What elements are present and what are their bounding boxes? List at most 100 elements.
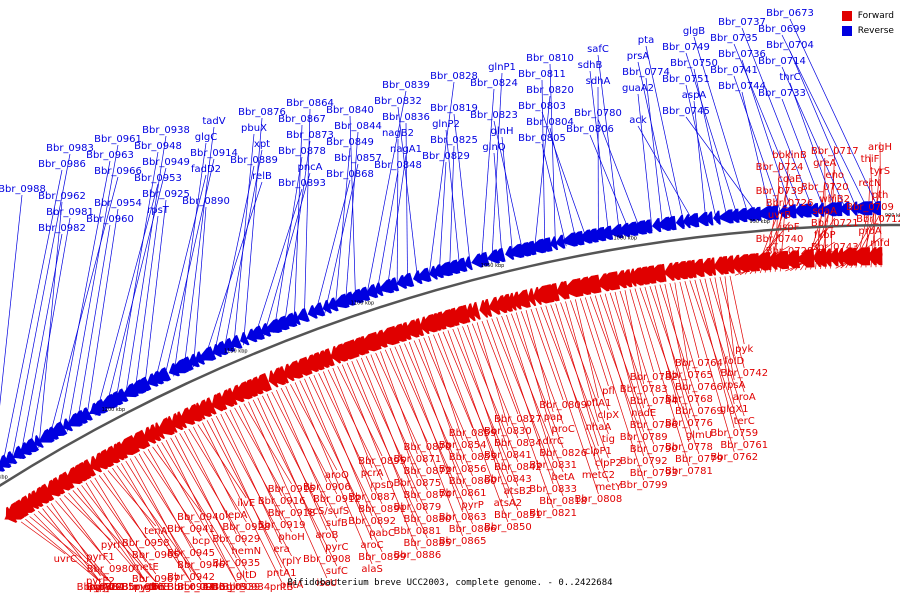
reverse-gene-label[interactable]: relB (252, 171, 272, 182)
forward-gene-label[interactable]: Bbr_0743 (811, 242, 859, 253)
forward-gene-label[interactable]: folD (724, 356, 744, 367)
forward-gene-label[interactable]: betA (552, 472, 575, 483)
reverse-gene-feature[interactable] (807, 202, 819, 218)
forward-gene-label[interactable]: atsB2 (504, 486, 532, 497)
reverse-gene-label[interactable]: Bbr_0836 (382, 112, 430, 123)
forward-gene-label[interactable]: Bbr_0850 (484, 522, 532, 533)
reverse-gene-label[interactable]: aspA (682, 90, 707, 101)
reverse-gene-label[interactable]: Bbr_0925 (142, 189, 190, 200)
forward-gene-label[interactable]: pyk (735, 344, 753, 355)
reverse-gene-feature[interactable] (37, 428, 55, 443)
forward-gene-label[interactable]: era (273, 544, 289, 555)
reverse-gene-label[interactable]: glnQ (482, 142, 505, 153)
reverse-gene-feature[interactable] (549, 236, 559, 251)
reverse-gene-label[interactable]: fadD2 (191, 164, 221, 175)
forward-gene-label[interactable]: nadD (857, 250, 884, 261)
reverse-gene-feature[interactable] (239, 331, 250, 346)
forward-gene-label[interactable]: Bbr_0762 (710, 452, 758, 463)
reverse-gene-label[interactable]: pta (638, 35, 654, 46)
forward-gene-label[interactable]: pyrD1 (95, 582, 125, 593)
reverse-gene-label[interactable]: Bbr_0780 (574, 108, 622, 119)
forward-gene-label[interactable]: Bbr_0934 (222, 582, 270, 593)
forward-gene-label[interactable]: Bbr_0783 (620, 384, 668, 395)
forward-gene-label[interactable]: Bbr_0854 (439, 440, 487, 451)
reverse-gene-label[interactable]: Bbr_0704 (766, 40, 814, 51)
forward-gene-label[interactable]: pyrC (99, 582, 122, 593)
forward-gene-label[interactable]: Bbr_0761 (720, 440, 768, 451)
reverse-gene-label[interactable]: Bbr_0988 (0, 184, 46, 195)
forward-gene-feature[interactable] (479, 299, 489, 318)
forward-gene-feature[interactable] (835, 247, 844, 267)
forward-gene-label[interactable]: Bbr_0764 (675, 358, 723, 369)
reverse-gene-label[interactable]: Bbr_0844 (334, 121, 382, 132)
forward-gene-label[interactable]: Bbr_0739 (756, 186, 804, 197)
forward-gene-label[interactable]: proA (858, 226, 881, 237)
forward-gene-label[interactable]: Bbr_0984 (77, 582, 125, 593)
forward-gene-label[interactable]: Bbr_0856 (439, 464, 487, 475)
reverse-gene-feature[interactable] (5, 450, 18, 465)
forward-gene-label[interactable]: Bbr_0717 (811, 146, 859, 157)
forward-gene-feature[interactable] (713, 256, 724, 275)
forward-gene-label[interactable]: metE (133, 562, 159, 573)
forward-gene-label[interactable]: rpsD (370, 480, 394, 491)
reverse-gene-label[interactable]: nagA1 (390, 144, 422, 155)
reverse-gene-feature[interactable] (12, 445, 27, 460)
reverse-gene-feature[interactable] (819, 202, 837, 217)
reverse-gene-label[interactable]: Bbr_0699 (758, 24, 806, 35)
forward-gene-label[interactable]: Bbr_0781 (665, 466, 713, 477)
reverse-gene-label[interactable]: sdhB (578, 60, 603, 71)
forward-gene-feature[interactable] (822, 248, 832, 267)
reverse-gene-label[interactable]: tadV (202, 116, 225, 127)
forward-gene-label[interactable]: Bbr_0912 (313, 494, 361, 505)
forward-gene-label[interactable]: Bbr_0827 (494, 414, 542, 425)
forward-gene-feature[interactable] (470, 301, 481, 320)
forward-gene-label[interactable]: Bbr_0863 (439, 512, 487, 523)
forward-gene-label[interactable]: Bbr_0851 (494, 510, 542, 521)
reverse-gene-feature[interactable] (713, 210, 721, 225)
reverse-gene-feature[interactable] (66, 412, 83, 427)
reverse-gene-label[interactable]: Bbr_0733 (758, 88, 806, 99)
forward-gene-label[interactable]: nhaA (586, 422, 612, 433)
forward-gene-label[interactable]: pyrE2 (86, 576, 115, 587)
forward-gene-label[interactable]: ispF (779, 222, 799, 233)
forward-gene-feature[interactable] (796, 249, 811, 268)
reverse-gene-label[interactable]: Bbr_0857 (334, 153, 382, 164)
forward-gene-label[interactable]: Bbr_0928 (222, 522, 270, 533)
forward-gene-feature[interactable] (596, 273, 610, 292)
reverse-gene-feature[interactable] (0, 454, 12, 468)
reverse-gene-feature[interactable] (866, 201, 882, 216)
reverse-gene-feature[interactable] (728, 208, 740, 223)
reverse-gene-label[interactable]: Bbr_0737 (718, 17, 766, 28)
reverse-gene-label[interactable]: Bbr_0745 (662, 106, 710, 117)
reverse-gene-label[interactable]: Bbr_0873 (286, 130, 334, 141)
forward-gene-label[interactable]: pfl (602, 386, 615, 397)
forward-gene-label[interactable]: Bbr_0724 (756, 162, 804, 173)
reverse-gene-feature[interactable] (717, 209, 734, 224)
reverse-gene-feature[interactable] (754, 205, 773, 221)
forward-gene-label[interactable]: Bbr_0929 (212, 534, 260, 545)
forward-gene-label[interactable]: Bbr_0968 (122, 582, 170, 593)
forward-gene-label[interactable]: pabC (369, 528, 395, 539)
reverse-gene-feature[interactable] (560, 232, 578, 247)
reverse-gene-label[interactable]: Bbr_0823 (470, 110, 518, 121)
forward-gene-label[interactable]: Bbr_0776 (665, 418, 713, 429)
reverse-gene-feature[interactable] (296, 307, 310, 323)
forward-gene-label[interactable]: nadE (631, 408, 656, 419)
reverse-gene-label[interactable]: Bbr_0832 (374, 96, 422, 107)
forward-gene-feature[interactable] (848, 247, 867, 266)
forward-gene-label[interactable]: pth (872, 190, 889, 201)
forward-gene-label[interactable]: phoH (278, 532, 304, 543)
forward-gene-label[interactable]: Bbr_0887 (348, 492, 396, 503)
forward-gene-feature[interactable] (527, 288, 537, 307)
forward-gene-feature[interactable] (211, 394, 224, 412)
forward-gene-label[interactable]: Bbr_0945 (167, 548, 215, 559)
forward-gene-label[interactable]: iscS/sufS (305, 506, 350, 517)
forward-gene-label[interactable]: uvrC (54, 554, 77, 565)
forward-gene-label[interactable]: aroQ (325, 470, 349, 481)
forward-gene-label[interactable]: Bbr_0951 (167, 582, 215, 593)
reverse-gene-feature[interactable] (168, 362, 180, 377)
forward-gene-label[interactable]: Bbr_0782 (630, 372, 678, 383)
forward-gene-label[interactable]: glnE (145, 582, 167, 593)
reverse-gene-label[interactable]: Bbr_0735 (710, 33, 758, 44)
forward-gene-label[interactable]: Bbr_0818 (539, 496, 587, 507)
